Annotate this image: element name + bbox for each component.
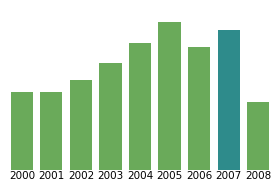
- Bar: [40, 92, 62, 170]
- Bar: [11, 92, 33, 170]
- Bar: [247, 102, 269, 170]
- Bar: [218, 30, 240, 170]
- Bar: [99, 63, 122, 170]
- Bar: [70, 80, 92, 170]
- Bar: [188, 47, 210, 170]
- Bar: [129, 43, 151, 170]
- Bar: [158, 22, 181, 170]
